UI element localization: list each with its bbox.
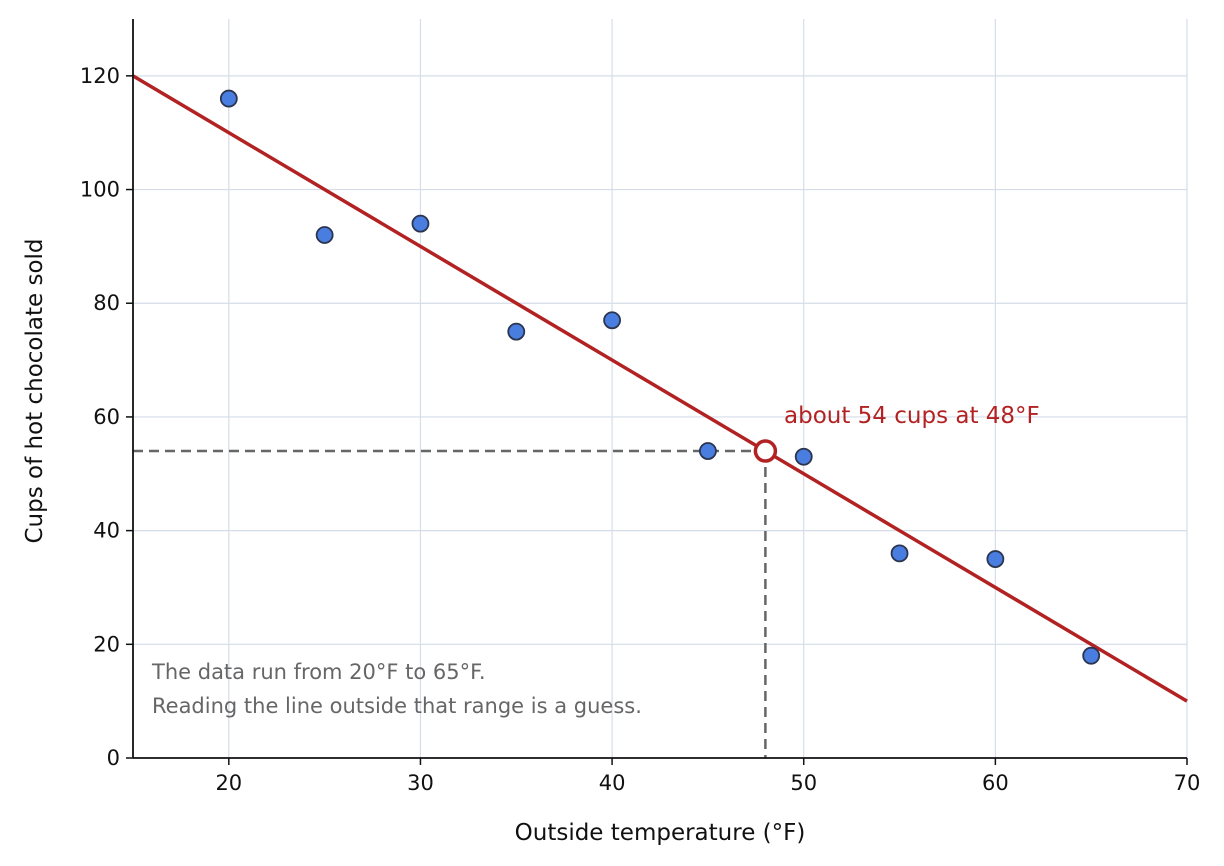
data-point	[794, 447, 813, 466]
data-point	[890, 544, 909, 563]
y-tick-label: 120	[80, 64, 120, 88]
data-point	[1082, 646, 1101, 665]
x-axis-title: Outside temperature (°F)	[515, 820, 806, 846]
data-point	[986, 550, 1005, 568]
trend-line-layer	[132, 74, 1188, 703]
data-point	[603, 311, 621, 330]
data-point	[411, 214, 430, 233]
x-tick-label: 70	[1174, 771, 1201, 795]
reading-guides	[133, 449, 767, 758]
x-tick-label: 30	[407, 771, 434, 795]
y-tick-label: 20	[93, 632, 120, 656]
highlight-annotation: about 54 cups at 48°F	[784, 403, 1040, 429]
y-axis-title: Cups of hot chocolate sold	[22, 238, 48, 543]
tick-labels: 20 30 40 50 60 70 0 20 40 60 80 100 120	[80, 64, 1200, 795]
highlight-point	[753, 439, 778, 463]
x-tick-label: 20	[215, 771, 242, 795]
data-point	[315, 226, 334, 244]
data-point	[699, 442, 717, 460]
y-tick-label: 100	[80, 178, 120, 202]
axes	[126, 19, 1188, 765]
note-line-1: The data run from 20°F to 65°F.	[151, 660, 486, 684]
data-points	[219, 89, 1101, 665]
data-point	[507, 322, 526, 341]
y-tick-label: 40	[93, 519, 120, 543]
grid-lines	[133, 19, 1188, 759]
note-line-2: Reading the line outside that range is a…	[152, 694, 642, 718]
y-tick-label: 0	[107, 746, 120, 770]
x-tick-label: 50	[790, 771, 817, 795]
y-tick-label: 80	[93, 291, 120, 315]
x-tick-label: 60	[982, 771, 1009, 795]
data-point	[219, 89, 238, 108]
trend-line	[132, 74, 1188, 703]
y-tick-label: 60	[93, 405, 120, 429]
x-tick-label: 40	[599, 771, 626, 795]
